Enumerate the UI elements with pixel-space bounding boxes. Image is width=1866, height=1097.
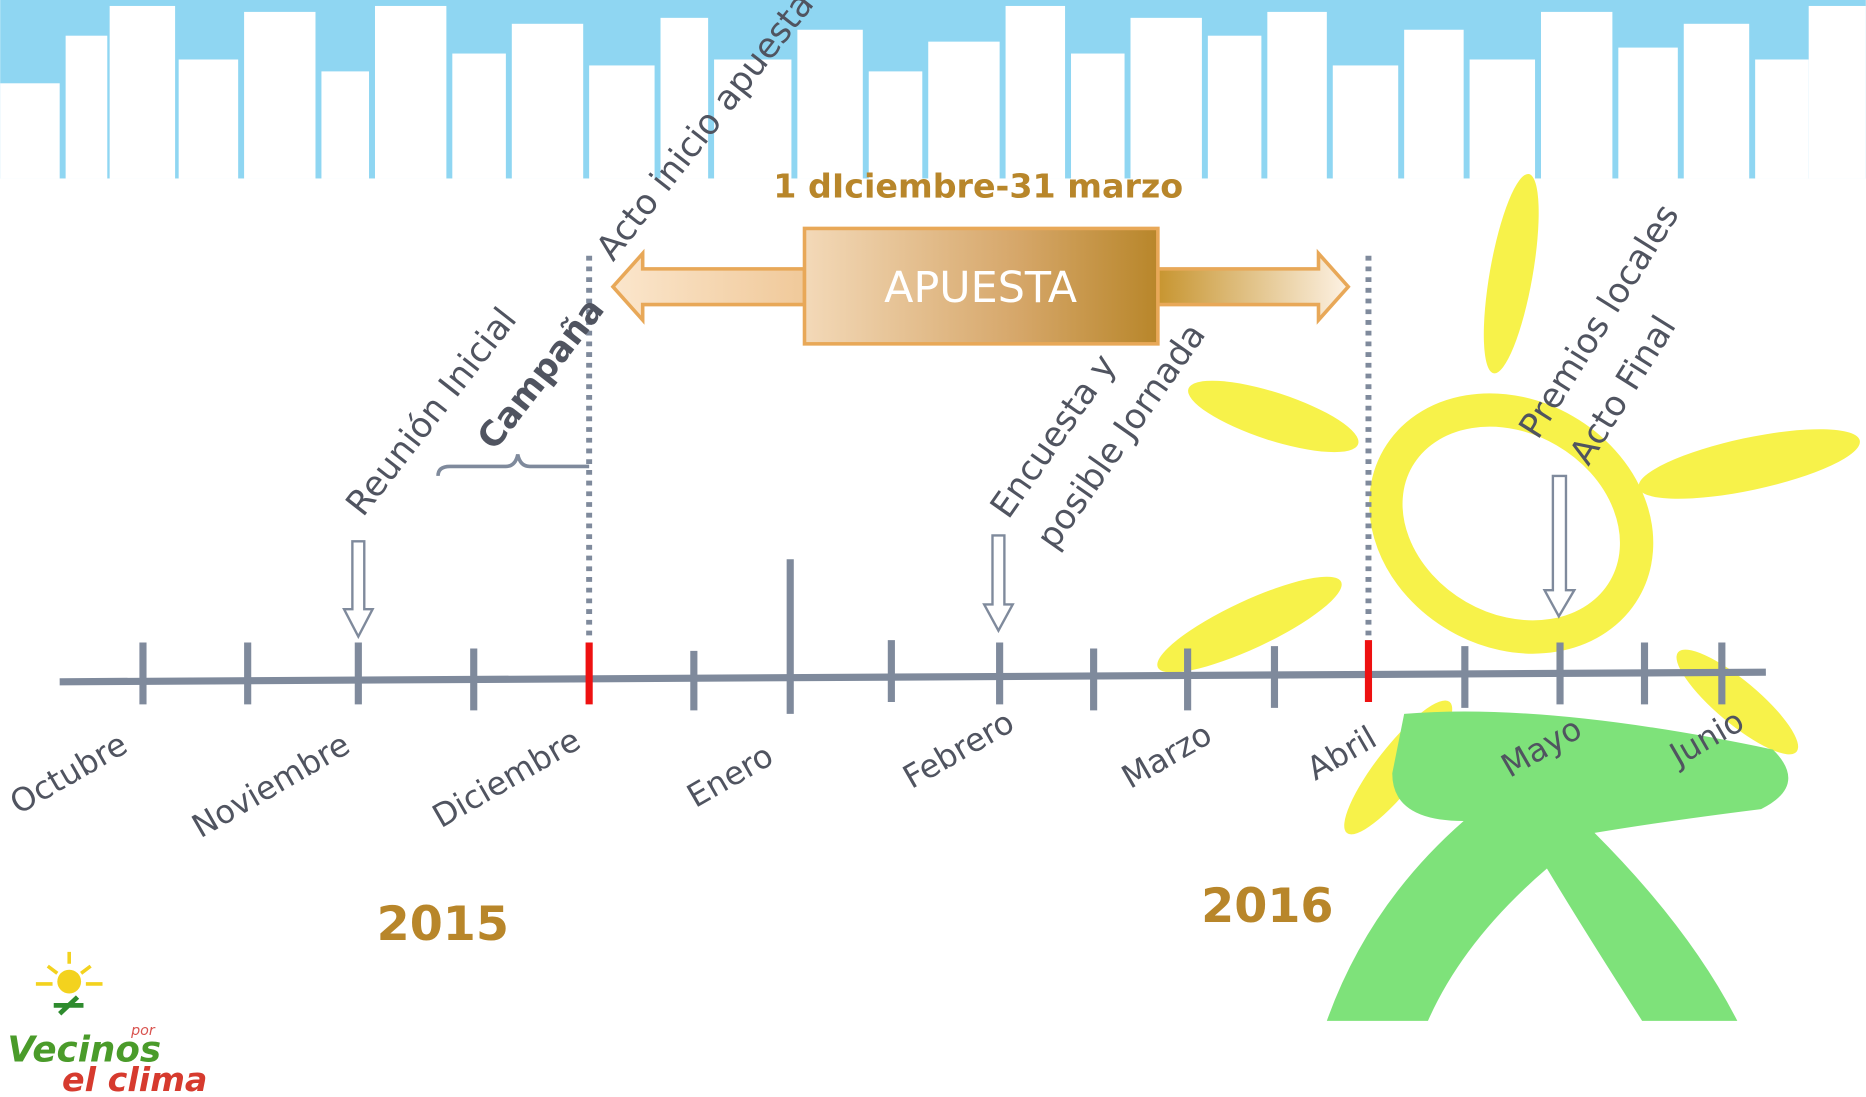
month-label: Febrero bbox=[896, 703, 1020, 797]
month-label: Diciembre bbox=[426, 721, 587, 836]
logo-tagline: el clima bbox=[62, 1060, 207, 1097]
logo-connector: por bbox=[130, 1023, 156, 1039]
month-label: Marzo bbox=[1115, 715, 1218, 796]
slide: APUESTA 1 dIciembre-31 marzo Octubre Nov… bbox=[0, 0, 1866, 1097]
logo: Vecinos por el clima bbox=[7, 952, 207, 1097]
skyline bbox=[0, 0, 1866, 178]
month-label: Enero bbox=[680, 736, 779, 815]
campaign-brace bbox=[438, 455, 589, 476]
year-label: 2015 bbox=[377, 897, 509, 952]
year-label: 2016 bbox=[1201, 879, 1333, 934]
month-label: Noviembre bbox=[185, 725, 356, 846]
month-label: Octubre bbox=[3, 725, 133, 822]
page: {"period": {"label": "1 dIciembre-31 mar… bbox=[0, 0, 1866, 1097]
apuesta-label: APUESTA bbox=[884, 263, 1077, 313]
period-label: 1 dIciembre-31 marzo bbox=[773, 167, 1183, 206]
